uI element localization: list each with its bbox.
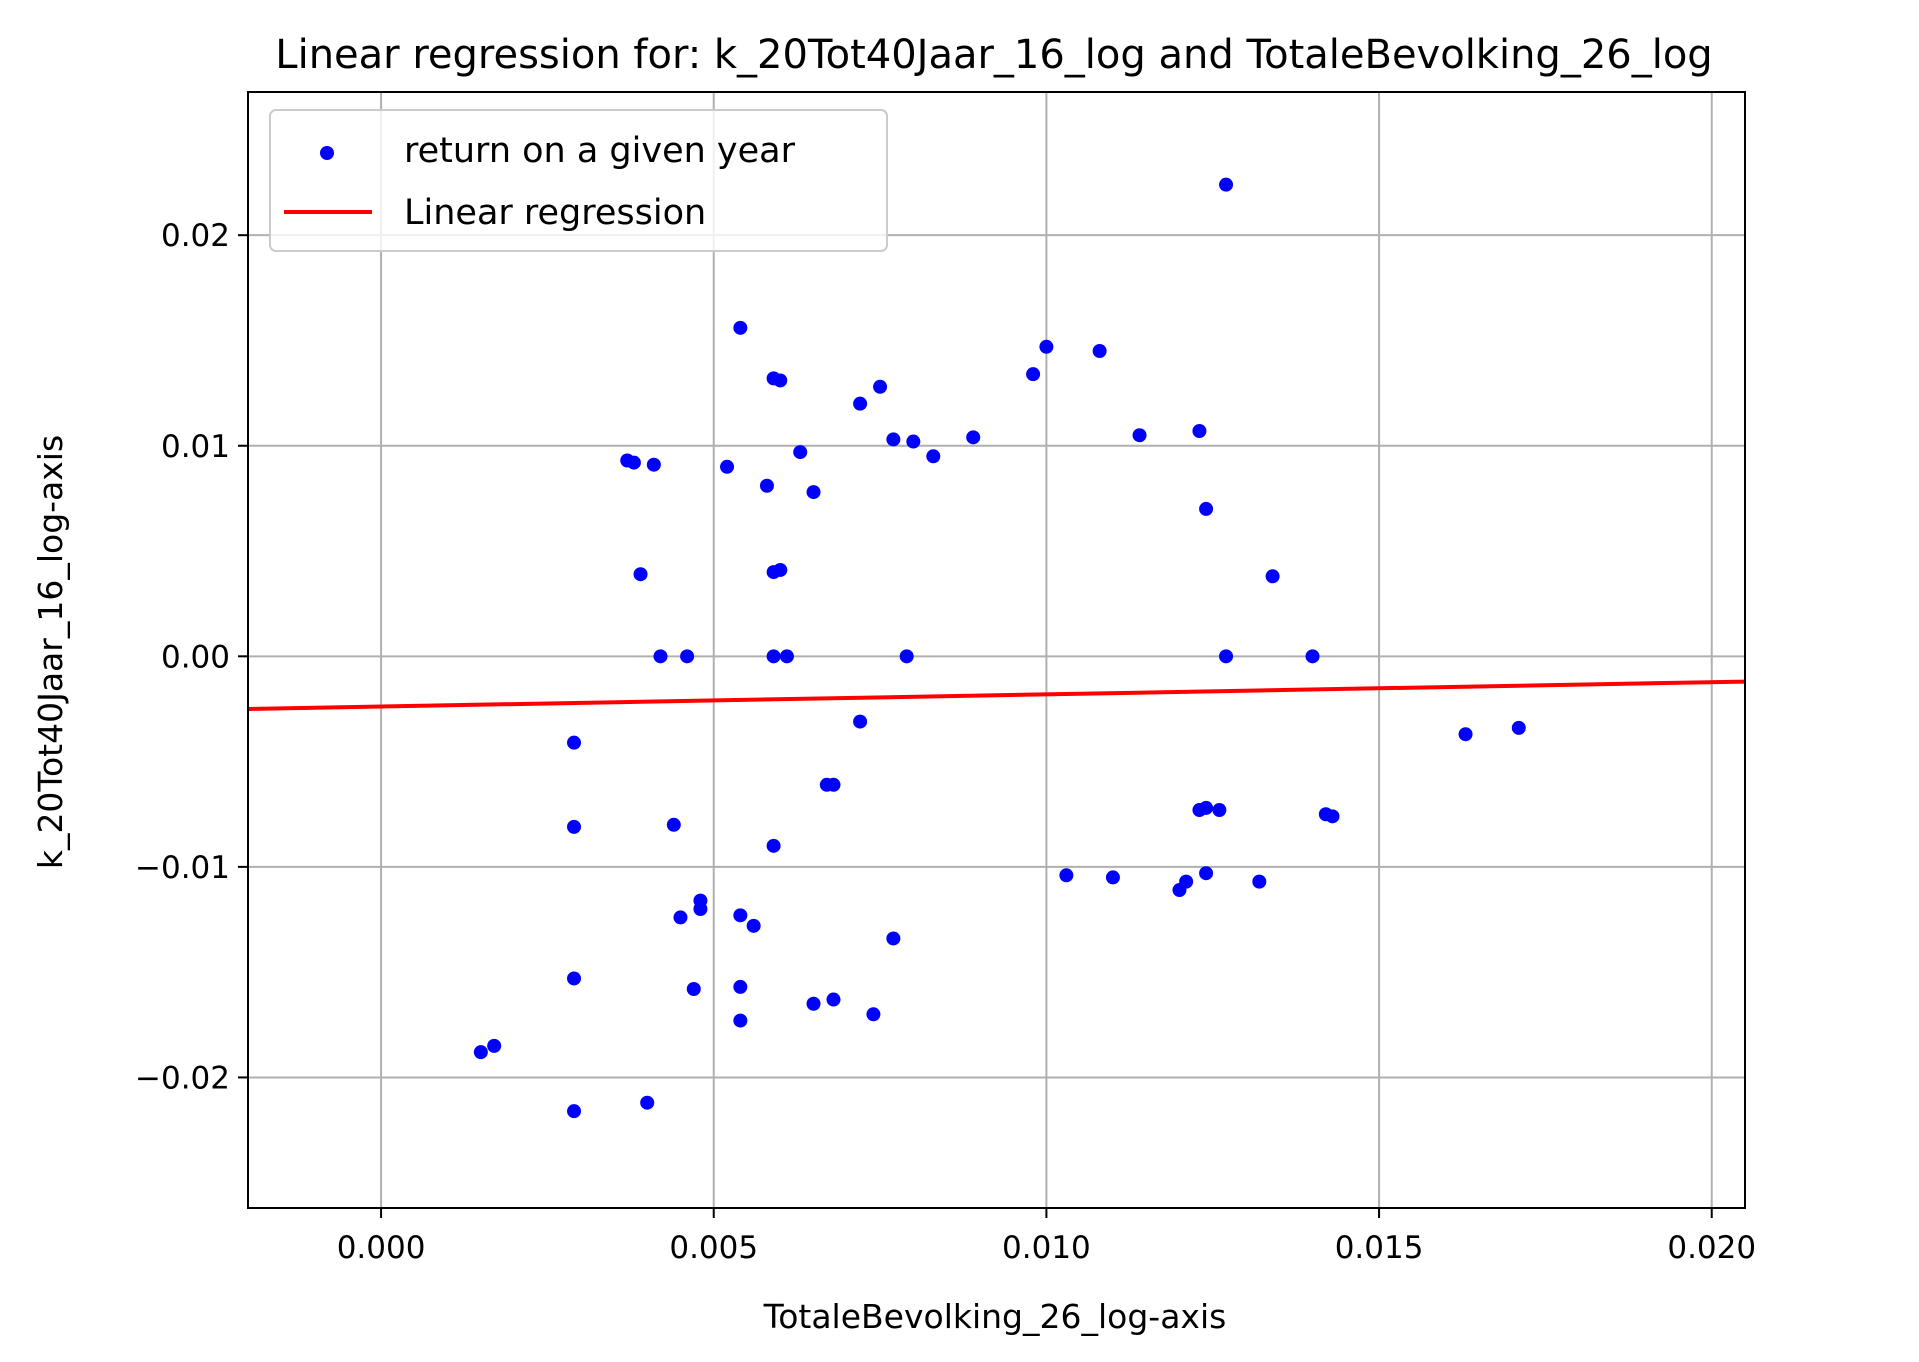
data-point — [886, 432, 901, 447]
legend-label-regression: Linear regression — [404, 193, 706, 233]
legend-label-scatter: return on a given year — [404, 131, 796, 171]
regression-line-layer — [247, 679, 1746, 711]
data-point — [1192, 424, 1207, 439]
data-point — [806, 485, 821, 500]
data-point — [779, 649, 794, 664]
data-point — [693, 901, 708, 916]
data-point — [1219, 177, 1234, 192]
data-point — [759, 478, 774, 493]
chart-title: Linear regression for: k_20Tot40Jaar_16_… — [275, 32, 1712, 78]
y-tick-label: 0.00 — [161, 639, 230, 675]
plot-area-frame — [247, 91, 1746, 1209]
data-point — [766, 649, 781, 664]
data-point — [473, 1045, 488, 1060]
data-point — [886, 931, 901, 946]
data-point — [866, 1007, 881, 1022]
x-tick-label: 0.010 — [1002, 1230, 1091, 1266]
y-axis-label: k_20Tot40Jaar_16_log-axis — [31, 435, 70, 869]
legend-scatter-marker — [320, 146, 334, 160]
data-point — [1199, 800, 1214, 815]
data-point — [766, 565, 781, 580]
data-point — [567, 971, 582, 986]
y-tick-label: −0.02 — [135, 1060, 230, 1096]
data-point — [899, 649, 914, 664]
data-point — [733, 979, 748, 994]
data-point — [733, 320, 748, 335]
data-point — [640, 1095, 655, 1110]
data-point — [633, 567, 648, 582]
x-axis-label: TotaleBevolking_26_log-axis — [763, 1297, 1227, 1336]
y-tick-label: −0.01 — [135, 850, 230, 886]
data-point — [1039, 339, 1054, 354]
x-tick-label: 0.015 — [1335, 1230, 1424, 1266]
data-point — [653, 649, 668, 664]
data-point — [766, 838, 781, 853]
data-point — [646, 457, 661, 472]
grid-lines — [248, 92, 1745, 1208]
data-point — [720, 459, 735, 474]
data-point — [826, 992, 841, 1007]
data-point — [487, 1038, 502, 1053]
x-tick-label: 0.020 — [1667, 1230, 1756, 1266]
data-point — [1511, 720, 1526, 735]
data-point — [1219, 649, 1234, 664]
data-point — [1026, 367, 1041, 382]
data-point — [1252, 874, 1267, 889]
data-point — [1305, 649, 1320, 664]
data-point — [853, 714, 868, 729]
data-point — [873, 379, 888, 394]
data-point — [966, 430, 981, 445]
data-point — [1325, 809, 1340, 824]
data-point — [666, 817, 681, 832]
data-point — [686, 982, 701, 997]
data-point — [793, 445, 808, 460]
data-point — [733, 1013, 748, 1028]
axis-ticks: 0.000 0.005 0.010 0.015 0.020 −0.02 −0.01 0.00 0… — [135, 218, 1756, 1266]
data-point — [773, 373, 788, 388]
legend-box — [269, 109, 888, 252]
data-point — [926, 449, 941, 464]
legend: return on a given year Linear regression — [269, 109, 888, 252]
data-point — [626, 455, 641, 470]
x-tick-label: 0.000 — [337, 1230, 426, 1266]
data-point — [906, 434, 921, 449]
data-point — [853, 396, 868, 411]
data-point — [806, 996, 821, 1011]
x-tick-label: 0.005 — [669, 1230, 758, 1266]
data-point — [1132, 428, 1147, 443]
data-point — [1212, 803, 1227, 818]
data-point — [1172, 883, 1187, 898]
data-point — [1092, 343, 1107, 358]
data-point — [1458, 727, 1473, 742]
data-point — [826, 777, 841, 792]
y-tick-label: 0.01 — [161, 429, 230, 465]
data-point — [746, 918, 761, 933]
regression-line — [247, 679, 1746, 711]
data-point — [1059, 868, 1074, 883]
data-point — [680, 649, 695, 664]
data-point — [567, 819, 582, 834]
data-point — [1265, 569, 1280, 584]
data-point — [567, 735, 582, 750]
data-point — [1105, 870, 1120, 885]
y-tick-label: 0.02 — [161, 218, 230, 254]
scatter-points — [473, 177, 1526, 1119]
data-point — [1199, 501, 1214, 516]
data-point — [1199, 866, 1214, 881]
data-point — [733, 908, 748, 923]
data-point — [567, 1104, 582, 1119]
data-point — [673, 910, 688, 925]
